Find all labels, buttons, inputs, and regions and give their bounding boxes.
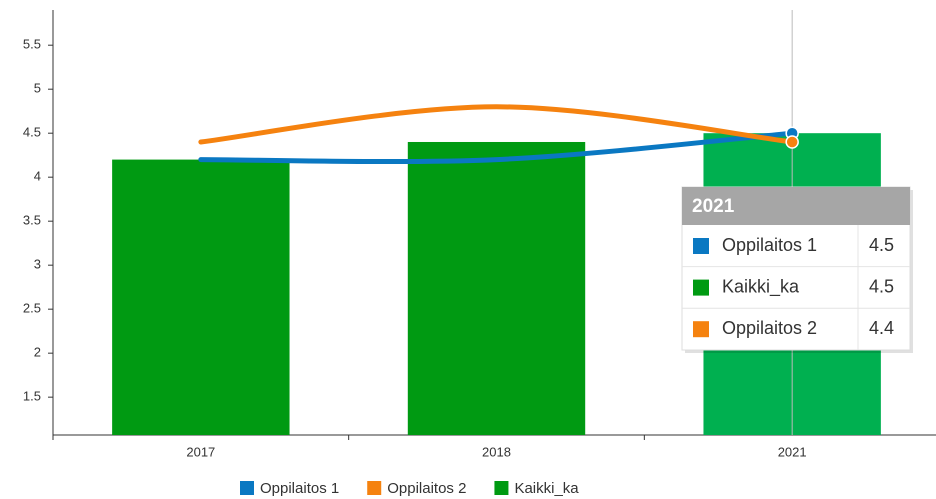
tooltip-swatch (693, 279, 709, 296)
y-tick-label: 4.5 (23, 125, 41, 140)
y-tick-label: 2 (34, 345, 41, 360)
legend-swatch (367, 481, 382, 495)
legend-label: Kaikki_ka (514, 480, 579, 497)
y-tick-label: 2.5 (23, 301, 41, 316)
y-tick-label: 5 (34, 81, 41, 96)
x-tick-label: 2021 (778, 444, 807, 459)
bar (112, 159, 290, 435)
line (198, 104, 795, 145)
tooltip-value: 4.5 (869, 276, 894, 296)
line (198, 130, 795, 165)
tooltip-value: 4.5 (869, 235, 894, 255)
y-tick-label: 3.5 (23, 213, 41, 228)
y-tick-label: 4 (34, 169, 41, 184)
tooltip-swatch (693, 238, 709, 254)
legend-swatch (494, 481, 509, 495)
legend-label: Oppilaitos 1 (260, 480, 339, 497)
tooltip-swatch (693, 321, 709, 338)
tooltip-name: Oppilaitos 1 (722, 235, 817, 255)
y-tick-label: 1.5 (23, 389, 41, 404)
hover-point (785, 135, 799, 149)
legend-label: Oppilaitos 2 (387, 480, 466, 497)
legend-swatch (240, 481, 254, 495)
tooltip-title: 2021 (692, 196, 735, 217)
bar (407, 141, 586, 435)
x-tick-label: 2017 (186, 444, 215, 459)
y-tick-label: 5.5 (23, 37, 41, 52)
tooltip-name: Oppilaitos 2 (722, 318, 817, 338)
tooltip-header (682, 187, 910, 225)
tooltip-name: Kaikki_ka (722, 276, 800, 297)
tooltip: 2021 Oppilaitos 1 4.5 Kaikki_ka 4.5 Oppilaito… (681, 186, 913, 353)
x-tick-label: 2018 (482, 444, 511, 459)
tooltip-value: 4.4 (869, 318, 894, 338)
y-tick-label: 3 (34, 257, 41, 272)
